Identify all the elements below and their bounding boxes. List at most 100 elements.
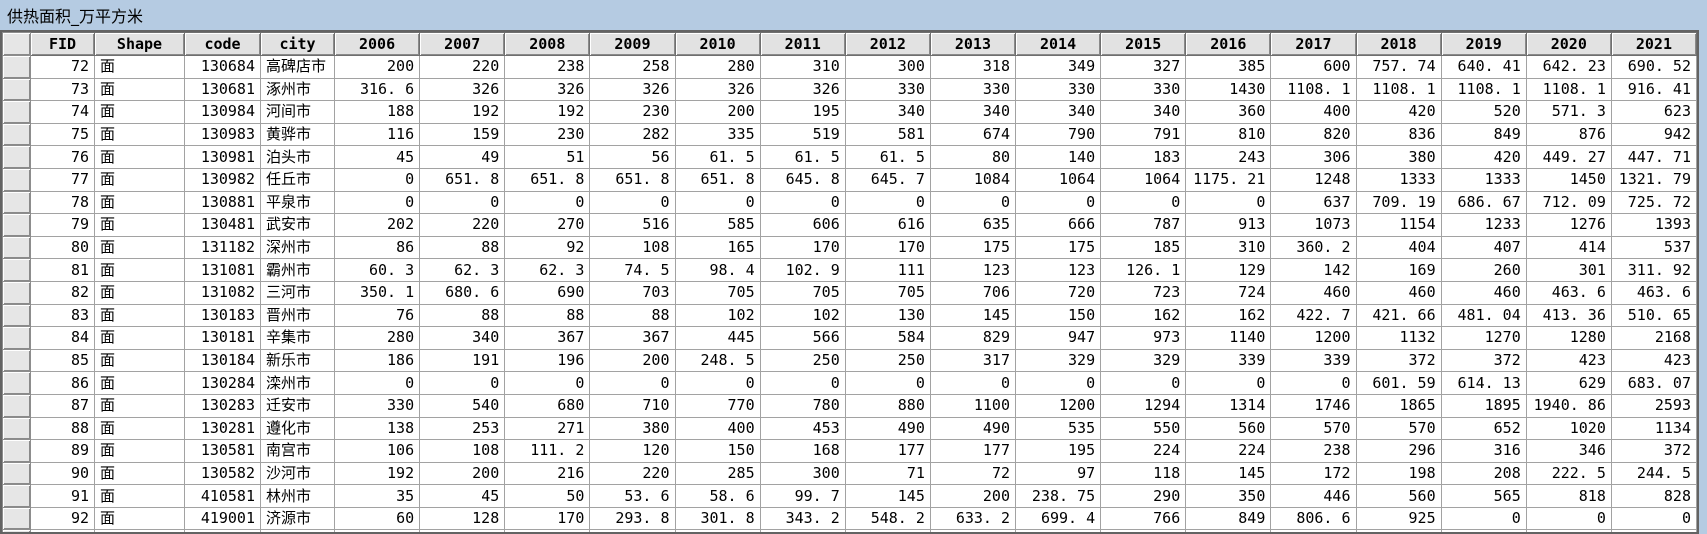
table-row: 79 面 130481 武安市 202 220 270 516 585 606 616 635 666 7…	[2, 213, 1697, 237]
cell-year-value: 310	[1185, 235, 1272, 260]
cell-year-value: 138	[333, 416, 421, 441]
row-selector[interactable]	[2, 258, 31, 282]
cell-year-value: 169	[1355, 258, 1442, 282]
cell-year-value: 1393	[1610, 213, 1697, 237]
row-selector[interactable]	[2, 303, 31, 328]
cell-year-value: 880	[844, 393, 931, 418]
cell-city: 林州市	[260, 484, 335, 508]
cell-year-value: 198	[1355, 461, 1442, 486]
column-header-2014[interactable]: 2014	[1014, 32, 1102, 56]
cell-code: 130581	[184, 439, 261, 463]
cell-year-value: 1248	[1270, 167, 1357, 192]
column-header-2018[interactable]: 2018	[1355, 32, 1442, 56]
cell-year-value: 92	[504, 235, 591, 260]
column-header-Shape[interactable]: Shape	[94, 32, 185, 56]
row-selector[interactable]	[2, 326, 31, 350]
cell-year-value: 170	[844, 235, 931, 260]
cell-year-value: 330	[929, 77, 1017, 102]
row-selector[interactable]	[2, 280, 31, 305]
table-row: 92 面 419001 济源市 60 128 170 293. 8 301. 8 343. 2 54…	[2, 506, 1697, 531]
cell-year-value: 45	[333, 145, 421, 169]
row-selector[interactable]	[2, 190, 31, 215]
cell-shape: 面	[94, 326, 185, 350]
cell-fid: 72	[30, 55, 95, 79]
row-selector[interactable]	[2, 235, 31, 260]
row-selector[interactable]	[2, 393, 31, 418]
cell-year-value: 1270	[1440, 326, 1527, 350]
column-header-2007[interactable]: 2007	[419, 32, 506, 56]
cell-city: 高碑店市	[260, 55, 335, 79]
cell-shape: 面	[94, 213, 185, 237]
cell-year-value: 710	[589, 393, 676, 418]
cell-year-value: 0	[1610, 506, 1697, 531]
column-header-2013[interactable]: 2013	[929, 32, 1017, 56]
cell-shape: 面	[94, 55, 185, 79]
cell-shape: 面	[94, 100, 185, 124]
column-header-2021[interactable]: 2021	[1610, 32, 1697, 56]
cell-year-value: 140	[1014, 145, 1102, 169]
cell-year-value: 192	[504, 100, 591, 124]
row-selector[interactable]	[2, 506, 31, 531]
column-header-2016[interactable]: 2016	[1185, 32, 1272, 56]
cell-year-value: 1132	[1355, 326, 1442, 350]
cell-year-value: 705	[674, 280, 761, 305]
cell-city: 沙河市	[260, 461, 335, 486]
cell-year-value: 224	[1185, 439, 1272, 463]
row-selector[interactable]	[2, 77, 31, 102]
table-row: 72 面 130684 高碑店市 200 220 238 258 280 310 300 318 349…	[2, 55, 1697, 79]
cell-year-value: 1134	[1610, 416, 1697, 441]
column-header-city[interactable]: city	[260, 32, 335, 56]
column-header-2006[interactable]: 2006	[333, 32, 421, 56]
cell-year-value: 326	[674, 77, 761, 102]
cell-year-value: 570	[1270, 416, 1357, 441]
row-selector[interactable]	[2, 371, 31, 395]
cell-year-value: 195	[759, 100, 846, 124]
cell-year-value: 637	[1270, 190, 1357, 215]
column-header-2010[interactable]: 2010	[674, 32, 761, 56]
cell-year-value: 118	[1100, 461, 1187, 486]
column-header-2015[interactable]: 2015	[1100, 32, 1187, 56]
cell-year-value: 339	[1270, 348, 1357, 373]
column-header-2020[interactable]: 2020	[1525, 32, 1612, 56]
row-selector[interactable]	[2, 100, 31, 124]
cell-year-value: 142	[1270, 258, 1357, 282]
cell-year-value: 725. 72	[1610, 190, 1697, 215]
column-header-2012[interactable]: 2012	[844, 32, 931, 56]
cell-year-value: 0	[929, 190, 1017, 215]
row-selector[interactable]	[2, 122, 31, 147]
cell-empty	[30, 529, 95, 532]
row-selector[interactable]	[2, 348, 31, 373]
cell-shape: 面	[94, 303, 185, 328]
column-header-2019[interactable]: 2019	[1440, 32, 1527, 56]
row-selector[interactable]	[2, 213, 31, 237]
cell-year-value: 0	[674, 190, 761, 215]
column-header-2011[interactable]: 2011	[759, 32, 846, 56]
table-row: 76 面 130981 泊头市 45 49 51 56 61. 5 61. 5 61. 5 80 140…	[2, 145, 1697, 169]
cell-year-value: 270	[504, 213, 591, 237]
table-row: 89 面 130581 南宫市 106 108 111. 2 120 150 168 177 177 1…	[2, 439, 1697, 463]
cell-fid: 84	[30, 326, 95, 350]
cell-year-value: 585	[674, 213, 761, 237]
cell-year-value: 709. 19	[1355, 190, 1442, 215]
row-selector[interactable]	[2, 145, 31, 169]
row-selector[interactable]	[2, 55, 31, 79]
row-selector[interactable]	[2, 529, 31, 532]
cell-city: 迁安市	[260, 393, 335, 418]
column-header-2017[interactable]: 2017	[1270, 32, 1357, 56]
cell-year-value: 703	[589, 280, 676, 305]
row-selector[interactable]	[2, 439, 31, 463]
cell-year-value: 1154	[1355, 213, 1442, 237]
row-selector[interactable]	[2, 416, 31, 441]
cell-year-value: 128	[419, 506, 506, 531]
cell-year-value: 58. 6	[674, 484, 761, 508]
column-header-2009[interactable]: 2009	[589, 32, 676, 56]
column-header-code[interactable]: code	[184, 32, 261, 56]
row-selector[interactable]	[2, 484, 31, 508]
row-selector[interactable]	[2, 167, 31, 192]
column-header-FID[interactable]: FID	[30, 32, 95, 56]
cell-year-value: 1233	[1440, 213, 1527, 237]
row-selector[interactable]	[2, 461, 31, 486]
column-header-2008[interactable]: 2008	[504, 32, 591, 56]
cell-year-value: 145	[929, 303, 1017, 328]
cell-year-value: 614. 13	[1440, 371, 1527, 395]
